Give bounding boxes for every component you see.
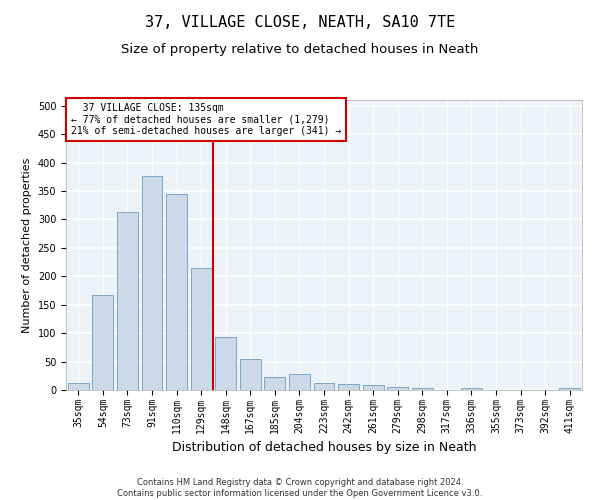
Text: 37 VILLAGE CLOSE: 135sqm
← 77% of detached houses are smaller (1,279)
21% of sem: 37 VILLAGE CLOSE: 135sqm ← 77% of detach… xyxy=(71,103,341,136)
Bar xyxy=(265,377,286,390)
Text: Size of property relative to detached houses in Neath: Size of property relative to detached ho… xyxy=(121,42,479,56)
Bar xyxy=(387,387,408,390)
Text: 37, VILLAGE CLOSE, NEATH, SA10 7TE: 37, VILLAGE CLOSE, NEATH, SA10 7TE xyxy=(145,15,455,30)
Bar xyxy=(314,382,334,390)
Bar xyxy=(166,194,187,390)
Bar xyxy=(191,268,212,390)
Bar xyxy=(92,295,113,390)
Bar xyxy=(68,382,89,390)
Bar xyxy=(117,212,138,390)
Y-axis label: Number of detached properties: Number of detached properties xyxy=(22,158,32,332)
Bar xyxy=(338,384,359,390)
Bar xyxy=(559,388,580,390)
Bar xyxy=(461,388,482,390)
Bar xyxy=(215,337,236,390)
Bar xyxy=(142,176,163,390)
Text: Contains HM Land Registry data © Crown copyright and database right 2024.
Contai: Contains HM Land Registry data © Crown c… xyxy=(118,478,482,498)
X-axis label: Distribution of detached houses by size in Neath: Distribution of detached houses by size … xyxy=(172,441,476,454)
Bar xyxy=(362,386,383,390)
Bar xyxy=(412,388,433,390)
Bar xyxy=(289,374,310,390)
Bar xyxy=(240,358,261,390)
